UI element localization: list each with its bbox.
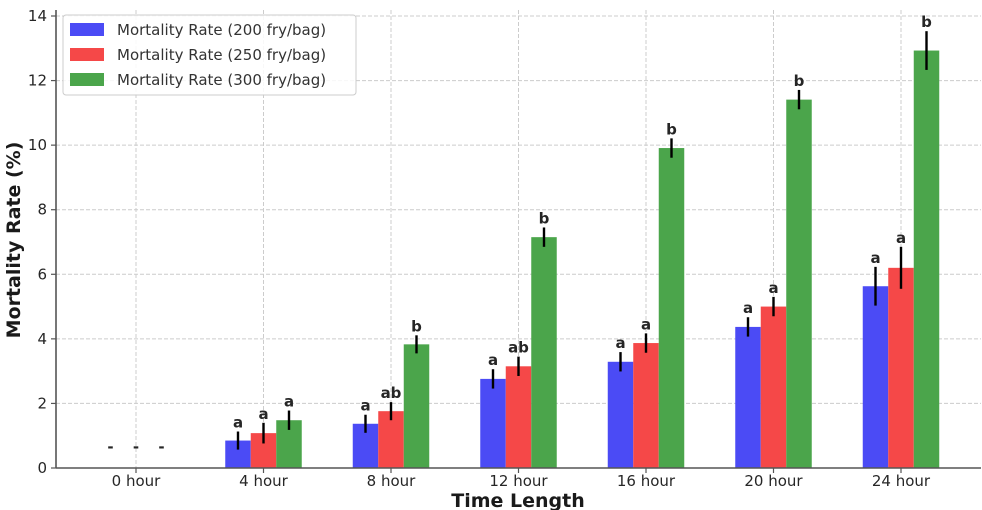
x-tick-label: 16 hour (617, 472, 676, 490)
legend: Mortality Rate (200 fry/bag) Mortality Ra… (62, 14, 357, 96)
bar (531, 237, 557, 468)
y-tick-label: 14 (28, 7, 47, 25)
y-tick-label: 10 (28, 136, 47, 154)
significance-label: a (870, 249, 880, 267)
bar (607, 361, 634, 468)
bar (658, 148, 685, 468)
significance-label: a (233, 414, 243, 432)
x-tick-label: 20 hour (744, 472, 803, 490)
y-tick-label: 12 (28, 72, 47, 90)
legend-label: Mortality Rate (300 fry/bag) (117, 71, 326, 89)
legend-swatch (70, 73, 104, 86)
bar (480, 378, 506, 468)
legend-label: Mortality Rate (200 fry/bag) (117, 21, 326, 39)
y-tick-label: 0 (37, 459, 47, 477)
significance-label: - (158, 438, 164, 456)
significance-label: b (666, 120, 677, 138)
significance-label: a (258, 405, 268, 423)
significance-label: - (133, 438, 139, 456)
bar (888, 267, 914, 468)
bar (862, 286, 889, 468)
significance-label: ab (508, 339, 529, 357)
significance-label: - (107, 438, 113, 456)
y-tick-label: 8 (37, 201, 47, 219)
x-tick-label: 24 hour (872, 472, 931, 490)
y-axis-label: Mortality Rate (%) (3, 142, 25, 339)
bar (735, 326, 761, 468)
legend-label: Mortality Rate (250 fry/bag) (117, 46, 326, 64)
bar (633, 343, 659, 468)
grid (56, 10, 981, 468)
y-tick-label: 2 (37, 394, 47, 412)
significance-label: b (794, 72, 805, 90)
bar (378, 411, 404, 468)
x-tick-label: 0 hour (112, 472, 162, 490)
significance-label: a (360, 397, 370, 415)
significance-label: a (641, 315, 651, 333)
bar (760, 306, 787, 468)
x-tick-label: 8 hour (367, 472, 417, 490)
bar (913, 50, 940, 468)
significance-label: ab (381, 384, 402, 402)
legend-frame (62, 14, 357, 96)
legend-swatch (70, 48, 104, 61)
error-bars (236, 31, 928, 450)
significance-label: a (615, 334, 625, 352)
legend-swatch (70, 23, 104, 36)
y-ticks: 0 2 4 6 8 10 12 14 (28, 7, 56, 477)
significance-label: a (743, 299, 753, 317)
significance-label: a (768, 279, 778, 297)
y-tick-label: 4 (37, 330, 47, 348)
y-tick-label: 6 (37, 265, 47, 283)
significance-label: b (539, 209, 550, 227)
bar (505, 366, 532, 468)
x-axis-label: Time Length (451, 490, 585, 510)
significance-label: a (896, 229, 906, 247)
bar (403, 344, 430, 468)
significance-label: b (411, 317, 422, 335)
bars (225, 50, 940, 469)
x-ticks: 0 hour 4 hour 8 hour 12 hour 16 hour 20 hour 2… (112, 468, 931, 490)
x-tick-label: 12 hour (489, 472, 548, 490)
significance-label: a (488, 351, 498, 369)
x-tick-label: 4 hour (239, 472, 289, 490)
significance-label: a (284, 393, 294, 411)
bar (786, 99, 812, 469)
significance-label: b (921, 13, 932, 31)
